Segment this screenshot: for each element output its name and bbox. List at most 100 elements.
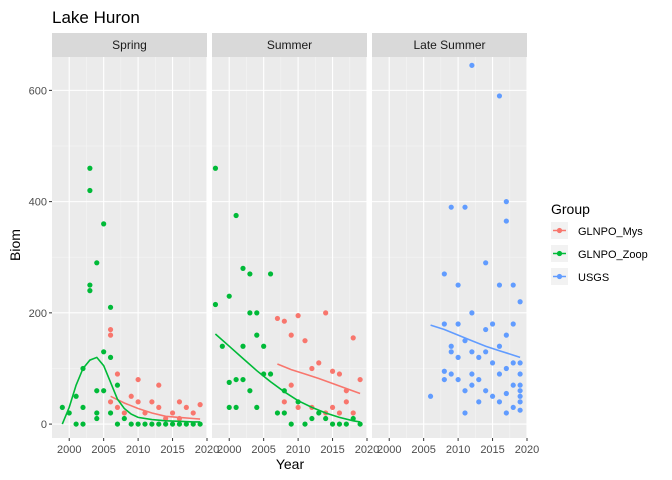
data-point (226, 379, 232, 385)
data-point (254, 404, 260, 411)
data-point (101, 349, 107, 355)
data-point (107, 326, 114, 333)
facet-strip (212, 33, 367, 57)
data-point (309, 415, 315, 422)
data-point (503, 390, 509, 397)
data-point (288, 421, 294, 427)
data-point (309, 365, 315, 372)
data-point (295, 313, 301, 319)
data-point (135, 421, 141, 427)
facet-strip-label: Late Summer (413, 38, 485, 52)
data-point (336, 371, 343, 377)
x-tick-label: 2010 (286, 444, 310, 456)
facet-panel-0: Spring 2000 2005 2010 2015 2020 0 200 400 600 (29, 33, 219, 456)
data-point (135, 376, 141, 383)
data-point (219, 343, 225, 349)
data-point (441, 368, 447, 374)
y-tick-label: 200 (29, 308, 47, 320)
y-tick-label: 400 (29, 197, 47, 209)
data-point (183, 421, 189, 427)
data-point (128, 393, 134, 399)
data-layer (427, 62, 523, 416)
data-point (233, 404, 239, 411)
data-point (323, 310, 329, 316)
data-point (247, 310, 253, 316)
data-point (107, 332, 114, 338)
legend-entry: GLNPO_Mys (551, 222, 643, 239)
trend-line (61, 356, 201, 425)
data-point (107, 399, 114, 405)
y-tick-label: 600 (29, 85, 47, 97)
data-point (469, 371, 475, 377)
data-point (496, 282, 503, 288)
data-point (496, 371, 503, 377)
data-point (448, 349, 454, 355)
facet-strip-label: Summer (267, 38, 312, 52)
data-point (448, 343, 454, 349)
data-point (94, 388, 100, 394)
data-point (73, 393, 79, 399)
panel-background (52, 57, 207, 438)
data-point (343, 399, 349, 405)
data-point (483, 260, 489, 266)
data-point (101, 221, 107, 227)
data-point (503, 410, 509, 416)
data-point (240, 343, 246, 349)
data-point (212, 165, 219, 171)
data-point (517, 388, 523, 394)
data-point (87, 165, 93, 171)
x-tick-label: 2020 (195, 444, 219, 456)
data-layer (59, 165, 203, 427)
data-point (503, 199, 509, 205)
data-point (517, 371, 523, 377)
data-point (247, 388, 253, 394)
data-point (80, 404, 86, 411)
facet-panel-1: Summer 2000 2005 2010 2015 2020 (212, 33, 379, 456)
data-point (87, 187, 93, 194)
chart-title: Lake Huron (52, 8, 140, 27)
data-point (510, 360, 516, 366)
data-point (462, 410, 468, 416)
data-point (288, 382, 294, 388)
data-point (240, 265, 246, 271)
data-point (503, 365, 509, 372)
data-point (233, 212, 239, 219)
data-point (73, 421, 79, 427)
trend-line (214, 333, 361, 423)
data-point (441, 271, 447, 277)
data-point (176, 399, 183, 405)
trend-line (110, 395, 201, 420)
data-point (183, 404, 189, 411)
data-point (281, 399, 287, 405)
x-tick-label: 2015 (480, 444, 504, 456)
data-point (101, 388, 107, 394)
data-point (94, 260, 100, 266)
data-point (455, 321, 461, 327)
data-point (149, 399, 155, 405)
data-point (226, 404, 232, 411)
data-point (59, 404, 65, 411)
trend-line (277, 363, 361, 395)
data-point (503, 218, 509, 224)
data-point (267, 271, 274, 277)
data-point (87, 282, 93, 288)
legend-key-point (556, 273, 563, 280)
data-point (469, 62, 475, 68)
data-point (149, 421, 155, 427)
data-point (169, 410, 176, 416)
data-point (156, 421, 162, 427)
data-point (254, 310, 260, 316)
data-point (197, 421, 203, 427)
data-point (190, 421, 196, 427)
facet-strip-label: Spring (112, 38, 147, 52)
data-point (517, 382, 523, 388)
data-point (496, 93, 503, 99)
panels-layer: Spring 2000 2005 2010 2015 2020 0 200 400 600 Summ… (29, 33, 539, 456)
x-tick-label: 2005 (251, 444, 275, 456)
data-point (135, 399, 141, 405)
data-point (316, 360, 322, 366)
legend-entry-label: GLNPO_Mys (578, 226, 643, 238)
x-tick-label: 2020 (355, 444, 379, 456)
data-point (483, 326, 489, 333)
